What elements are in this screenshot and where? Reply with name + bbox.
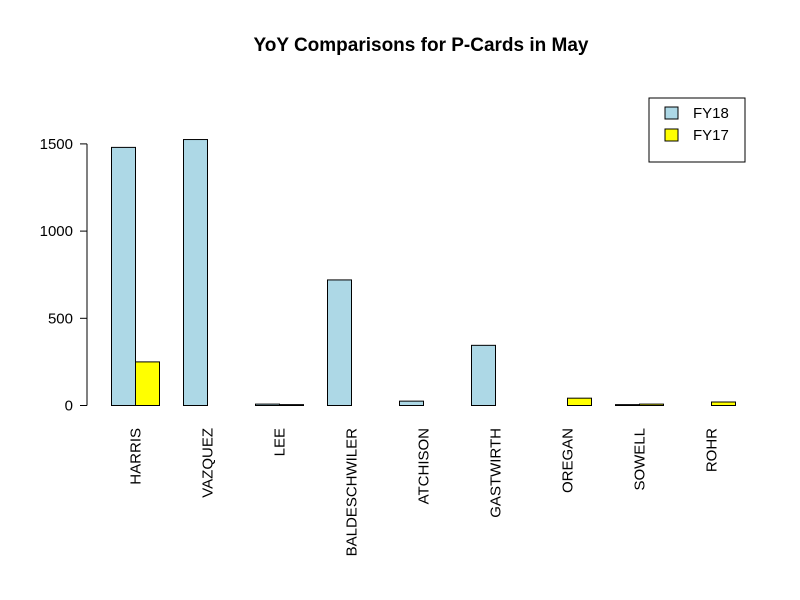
bar-fy17-rohr xyxy=(711,401,736,406)
y-tick-label: 1500 xyxy=(40,136,73,153)
x-tick-label-sowell: SOWELL xyxy=(632,428,649,491)
y-tick-label: 500 xyxy=(48,310,73,327)
x-tick-label-gastwirth: GASTWIRTH xyxy=(488,428,505,518)
y-tick-label: 1000 xyxy=(40,223,73,240)
legend-label-fy18: FY18 xyxy=(693,105,729,122)
bar-fy17-harris xyxy=(135,361,160,406)
x-tick-label-baldeschwiler: BALDESCHWILER xyxy=(344,428,361,557)
bar-fy17-oregan xyxy=(567,397,592,407)
bar-fy17-sowell xyxy=(639,403,664,406)
x-axis-labels: HARRIS VAZQUEZ LEE BALDESCHWILER ATCHISON GAS… xyxy=(128,428,721,557)
bar-fy18-harris xyxy=(111,146,136,406)
y-axis: 0 500 1000 1500 xyxy=(40,136,88,415)
bar-fy18-sowell xyxy=(615,404,640,406)
bar-fy18-lee xyxy=(255,403,280,406)
legend-swatch-fy17 xyxy=(664,128,679,142)
x-tick-label-oregan: OREGAN xyxy=(560,428,577,493)
legend: FY18 FY17 xyxy=(648,97,746,163)
x-tick-label-rohr: ROHR xyxy=(704,428,721,472)
legend-swatch-fy18 xyxy=(664,106,679,120)
bar-fy18-baldeschwiler xyxy=(327,279,352,407)
y-tick-label: 0 xyxy=(65,398,73,415)
x-tick-label-atchison: ATCHISON xyxy=(416,428,433,504)
bars-group xyxy=(111,139,736,407)
bar-fy17-lee xyxy=(279,404,304,406)
x-tick-label-vazquez: VAZQUEZ xyxy=(200,428,217,498)
x-tick-label-lee: LEE xyxy=(272,428,289,456)
chart-title: YoY Comparisons for P-Cards in May xyxy=(253,35,588,56)
bar-fy18-atchison xyxy=(399,400,424,407)
bar-fy18-gastwirth xyxy=(471,344,496,406)
bar-fy18-vazquez xyxy=(183,139,208,406)
x-tick-label-harris: HARRIS xyxy=(128,428,145,485)
legend-label-fy17: FY17 xyxy=(693,127,729,144)
